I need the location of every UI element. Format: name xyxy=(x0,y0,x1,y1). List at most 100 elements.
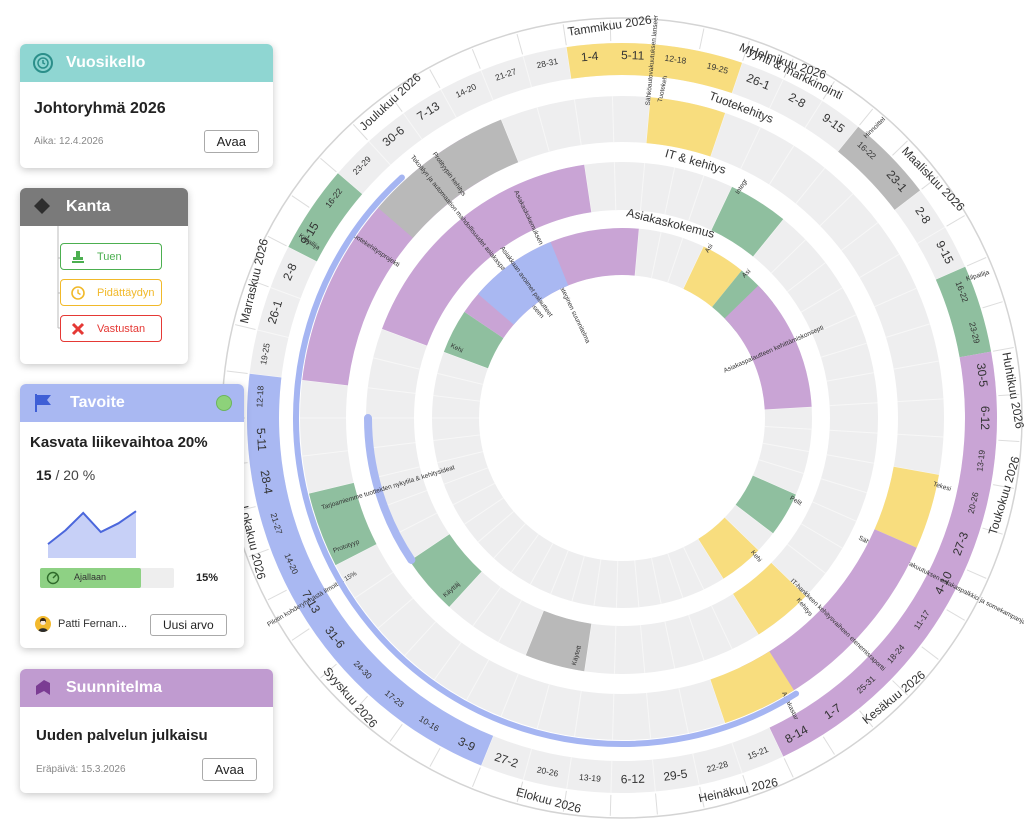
tavoite-progress-label: Ajallaan xyxy=(74,572,107,582)
week-gridline xyxy=(667,237,684,283)
wheel-event-block[interactable] xyxy=(288,173,363,262)
week-tick xyxy=(291,195,310,208)
wheel-event[interactable]: Prototyyp xyxy=(309,482,377,566)
new-value-button[interactable]: Uusi arvo xyxy=(150,614,227,636)
week-tick xyxy=(966,257,987,267)
vuosikello-open-button[interactable]: Avaa xyxy=(203,130,259,153)
week-gridline xyxy=(437,451,484,464)
wheel-event-block[interactable] xyxy=(735,475,796,534)
week-tick xyxy=(226,370,248,374)
week-tick xyxy=(235,324,256,330)
week-label: 6-12 xyxy=(621,772,646,787)
week-gridline xyxy=(897,433,944,438)
wheel-event-block[interactable] xyxy=(874,466,939,548)
week-gridline xyxy=(404,621,437,656)
week-tick xyxy=(471,49,481,69)
week-gridline xyxy=(536,107,550,152)
suunnitelma-open-button[interactable]: Avaa xyxy=(201,758,257,781)
wheel-event-block[interactable] xyxy=(246,373,494,766)
week-gridline xyxy=(437,372,484,385)
wheel-event[interactable]: Käyttäj xyxy=(409,534,482,607)
week-tick xyxy=(389,94,403,113)
week-gridline xyxy=(566,757,572,789)
week-tick xyxy=(320,157,337,173)
stamp-icon xyxy=(71,250,85,264)
suunnitelma-card[interactable]: Suunnitelma Uuden palvelun julkaisu Eräp… xyxy=(20,669,273,793)
week-tick xyxy=(699,28,705,50)
week-tick xyxy=(609,20,612,42)
week-tick xyxy=(389,724,403,742)
wheel-event-block[interactable] xyxy=(710,651,794,724)
wheel-event[interactable]: Kehi xyxy=(443,311,504,369)
week-label: 5-11 xyxy=(621,48,645,63)
wheel-event[interactable]: Tekesi xyxy=(874,466,952,548)
wheel-event-block[interactable] xyxy=(409,534,482,607)
wheel-event-block[interactable] xyxy=(378,119,519,238)
vote-option-abstain[interactable]: Pidättäydyn xyxy=(60,279,162,306)
week-gridline xyxy=(664,621,676,669)
week-label: 12-18 xyxy=(664,53,687,66)
vuosikello-card[interactable]: Vuosikello Johtoryhmä 2026 Aika: 12.4.20… xyxy=(20,44,273,168)
week-gridline xyxy=(433,395,481,402)
week-gridline xyxy=(613,162,617,211)
week-tick xyxy=(699,786,705,808)
wheel-event-block[interactable] xyxy=(309,482,377,566)
wheel-event-block[interactable] xyxy=(733,562,806,635)
week-gridline xyxy=(500,673,519,717)
wheel-event-block[interactable] xyxy=(698,517,759,579)
wheel-event-block[interactable] xyxy=(838,126,921,210)
wheel-event-block[interactable] xyxy=(711,186,784,257)
week-gridline xyxy=(433,434,481,441)
wheel-event-block[interactable] xyxy=(566,43,743,94)
week-gridline xyxy=(804,100,823,129)
wheel-event-block[interactable] xyxy=(769,351,997,757)
week-gridline xyxy=(664,167,676,215)
wheel-event-block[interactable] xyxy=(683,246,742,307)
week-gridline xyxy=(472,586,502,627)
week-label: 29-5 xyxy=(662,766,688,783)
week-gridline xyxy=(826,372,875,382)
week-gridline xyxy=(819,193,854,227)
week-gridline xyxy=(885,323,931,338)
vote-option-abstain-label: Pidättäydyn xyxy=(97,286,155,299)
tavoite-card[interactable]: Tavoite Kasvata liikevaihtoa 20% 15 / 20… xyxy=(20,384,244,648)
week-gridline xyxy=(381,489,428,508)
wheel-event-block[interactable] xyxy=(525,610,592,672)
week-tick xyxy=(998,439,1020,443)
wheel-arc[interactable] xyxy=(364,414,416,564)
week-gridline xyxy=(688,175,705,222)
week-tick xyxy=(982,301,1003,309)
tavoite-progress-fill xyxy=(40,568,141,588)
wheel-event[interactable]: Käytett xyxy=(525,610,592,672)
week-gridline xyxy=(373,466,420,479)
vote-option-oppose[interactable]: Vastustan xyxy=(60,315,162,342)
week-tick xyxy=(982,527,1003,535)
wheel-event[interactable]: Asiakkaan avoimet palautteet xyxy=(478,241,569,325)
wheel-event-block[interactable] xyxy=(724,285,812,410)
week-gridline xyxy=(764,425,812,430)
vote-option-support[interactable]: Tuen xyxy=(60,243,162,270)
diamond-icon xyxy=(32,196,54,218)
wheel-event-block[interactable] xyxy=(646,97,726,157)
wheel-event[interactable]: Protityypin kehitys xyxy=(378,119,519,238)
week-gridline xyxy=(510,533,540,573)
wheel-event[interactable]: Asi xyxy=(683,243,742,307)
wheel-event-block[interactable] xyxy=(740,529,917,709)
wheel-arc[interactable] xyxy=(293,174,800,747)
week-gridline xyxy=(373,357,420,370)
wheel-event-block[interactable] xyxy=(935,266,992,358)
week-gridline xyxy=(650,557,662,605)
week-gridline xyxy=(841,222,879,251)
wheel-event-block[interactable] xyxy=(382,164,592,346)
week-label: 13-19 xyxy=(974,449,987,472)
week-gridline xyxy=(402,113,423,140)
wheel-event[interactable]: Kilpailija xyxy=(288,173,363,262)
week-tick xyxy=(742,774,751,796)
week-gridline xyxy=(812,501,857,522)
week-tick xyxy=(429,69,441,89)
wheel-event-block[interactable] xyxy=(443,311,504,369)
week-tick xyxy=(516,781,524,803)
wheel-event-block[interactable] xyxy=(478,241,569,325)
week-gridline xyxy=(787,262,826,293)
